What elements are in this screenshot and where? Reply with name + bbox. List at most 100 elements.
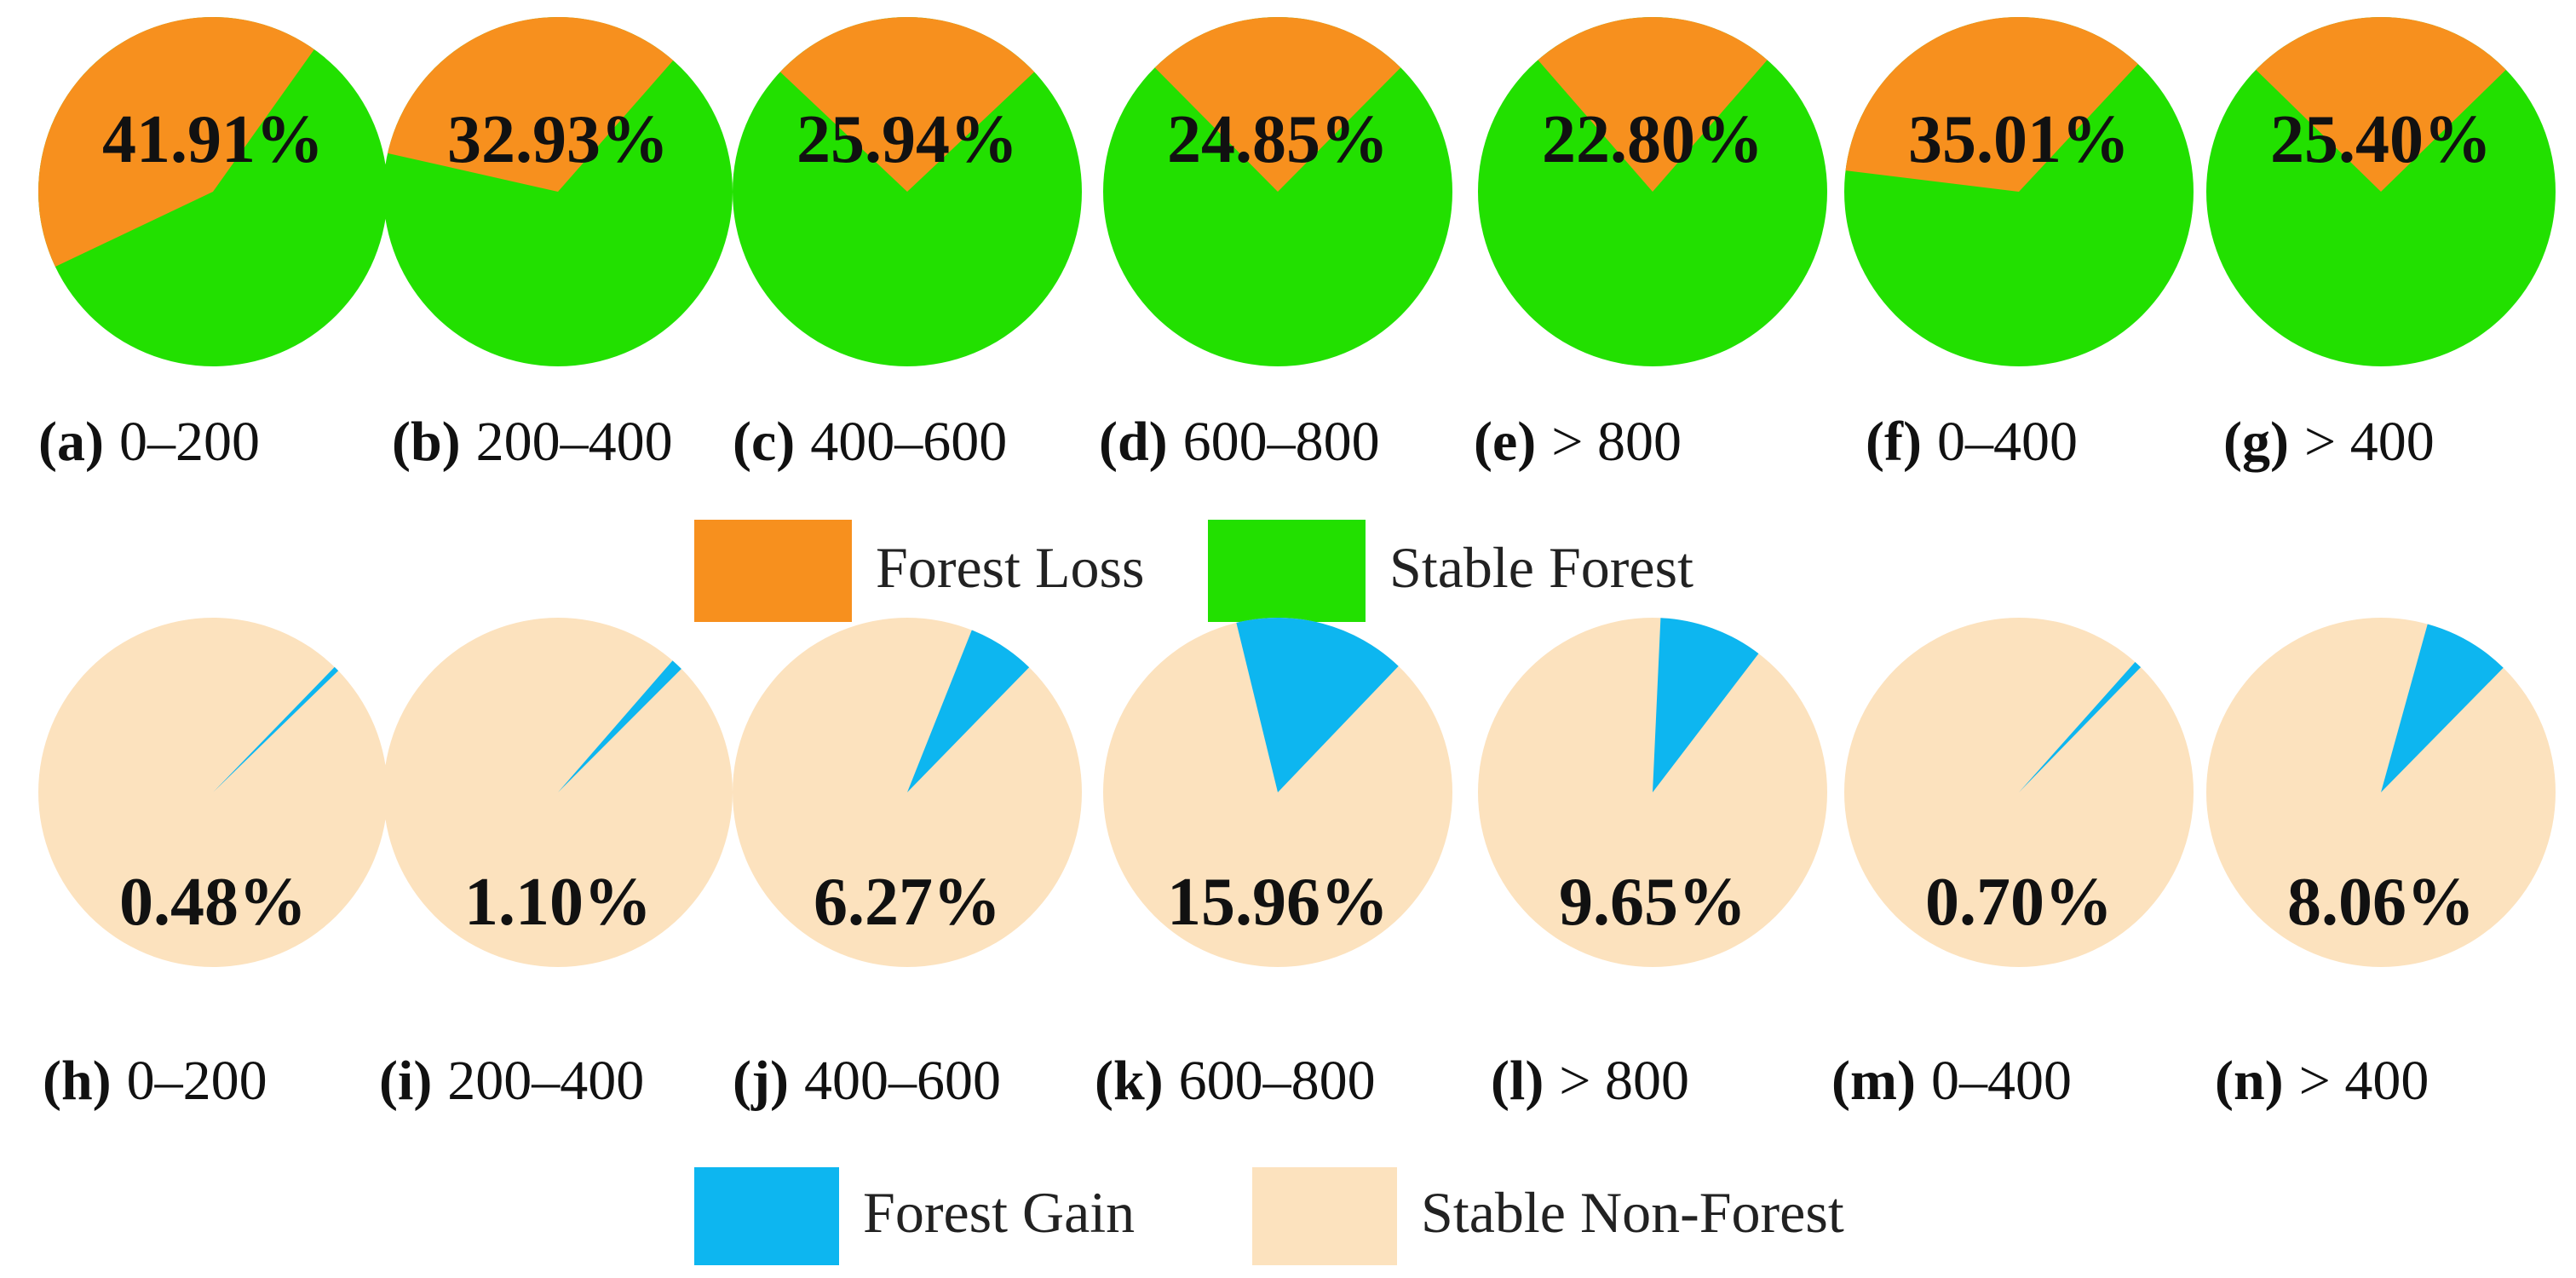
pie-f: 35.01% (f) 0–400 <box>1844 17 2194 473</box>
legend-label: Stable Non-Forest <box>1421 1180 1844 1245</box>
pie-range: 400–600 <box>804 1050 1001 1112</box>
pie-letter: (g) <box>2223 411 2289 473</box>
legend-label: Forest Gain <box>863 1180 1135 1245</box>
legend-swatch <box>694 1167 839 1265</box>
pie-d: 24.85% (d) 600–800 <box>1099 17 1452 473</box>
non-forest-change-legend: Forest Gain Stable Non-Forest <box>694 1167 1844 1265</box>
pie-highlight-slice <box>388 17 674 192</box>
legend-item-forest-gain: Forest Gain <box>694 1167 1135 1265</box>
legend-label: Forest Loss <box>876 535 1144 600</box>
pie-category-label: (i) 200–400 <box>379 1050 644 1112</box>
pie-category-label: (m) 0–400 <box>1831 1050 2072 1112</box>
pie-letter: (l) <box>1491 1050 1544 1112</box>
pie-percent-label: 6.27% <box>814 865 1001 940</box>
pie-i: 1.10% (i) 200–400 <box>379 618 733 1112</box>
pie-range: > 400 <box>2299 1050 2429 1112</box>
pie-highlight-slice <box>213 666 339 792</box>
pie-percent-label: 0.70% <box>1925 865 2113 940</box>
pie-highlight-slice <box>2381 624 2504 792</box>
non-forest-change-row: 0.48% (h) 0–200 1.10% (i) 200–400 6.27% (j) 400–… <box>38 618 2556 1112</box>
pie-category-label: (j) 400–600 <box>733 1050 1001 1112</box>
pie-g: 25.40% (g) > 400 <box>2206 17 2556 473</box>
pie-percent-label: 24.85% <box>1167 102 1389 177</box>
pie-highlight-slice <box>779 17 1035 192</box>
pie-letter: (a) <box>38 411 104 473</box>
pie-percent-label: 32.93% <box>447 102 669 177</box>
pie-category-label: (d) 600–800 <box>1099 411 1380 473</box>
pie-category-label: (g) > 400 <box>2223 411 2435 473</box>
pie-letter: (d) <box>1099 411 1168 473</box>
pie-category-label: (c) 400–600 <box>733 411 1007 473</box>
pie-range: 0–400 <box>1931 1050 2072 1112</box>
pie-letter: (k) <box>1095 1050 1164 1112</box>
pie-range: 0–400 <box>1937 411 2078 473</box>
pie-category-label: (l) > 800 <box>1491 1050 1689 1112</box>
pie-range: 0–200 <box>127 1050 267 1112</box>
pie-range: 400–600 <box>810 411 1007 473</box>
pie-highlight-slice <box>907 630 1030 792</box>
pie-a: 41.91% (a) 0–200 <box>37 17 388 473</box>
pie-n: 8.06% (n) > 400 <box>2206 618 2556 1112</box>
pie-e: 22.80% (e) > 800 <box>1474 17 1827 473</box>
pie-range: 600–800 <box>1183 411 1380 473</box>
pie-percent-label: 35.01% <box>1908 102 2130 177</box>
pie-range: 0–200 <box>119 411 260 473</box>
pie-percent-label: 25.94% <box>796 102 1018 177</box>
pie-highlight-slice <box>1653 618 1759 792</box>
pie-letter: (b) <box>392 411 461 473</box>
pie-letter: (n) <box>2215 1050 2284 1112</box>
pie-letter: (e) <box>1474 411 1536 473</box>
pie-c: 25.94% (c) 400–600 <box>733 17 1082 473</box>
pie-highlight-slice <box>1845 17 2138 192</box>
pie-range: 200–400 <box>476 411 673 473</box>
forest-change-legend: Forest Loss Stable Forest <box>694 520 1693 622</box>
legend-item-forest-loss: Forest Loss <box>694 520 1144 622</box>
legend-swatch <box>694 520 852 622</box>
pie-j: 6.27% (j) 400–600 <box>733 618 1082 1112</box>
legend-label: Stable Forest <box>1389 535 1693 600</box>
pie-b: 32.93% (b) 200–400 <box>383 17 733 473</box>
pie-percent-label: 41.91% <box>102 102 324 177</box>
pie-highlight-slice <box>558 660 681 792</box>
pie-highlight-slice <box>37 17 314 268</box>
pie-highlight-slice <box>1154 17 1401 193</box>
legend-swatch <box>1208 520 1366 622</box>
legend-swatch <box>1252 1167 1397 1265</box>
pie-category-label: (f) 0–400 <box>1866 411 2078 473</box>
pie-highlight-slice <box>2256 17 2506 192</box>
pie-category-label: (h) 0–200 <box>43 1050 267 1112</box>
legend-item-stable-forest: Stable Forest <box>1208 520 1693 622</box>
pie-letter: (h) <box>43 1050 112 1112</box>
pie-percent-label: 0.48% <box>119 865 307 940</box>
pie-highlight-slice <box>1236 618 1399 792</box>
pie-category-label: (e) > 800 <box>1474 411 1682 473</box>
pie-range: > 800 <box>1551 411 1682 473</box>
pie-k: 15.96% (k) 600–800 <box>1095 618 1452 1112</box>
pie-percent-label: 1.10% <box>464 865 652 940</box>
pie-range: > 400 <box>2304 411 2435 473</box>
pie-l: 9.65% (l) > 800 <box>1478 618 1827 1112</box>
pie-highlight-slice <box>1538 17 1768 192</box>
pie-percent-label: 15.96% <box>1167 865 1389 940</box>
pie-range: 200–400 <box>447 1050 644 1112</box>
pie-letter: (f) <box>1866 411 1922 473</box>
pie-percent-label: 9.65% <box>1559 865 1746 940</box>
pie-category-label: (a) 0–200 <box>38 411 260 473</box>
pie-percent-label: 8.06% <box>2287 865 2475 940</box>
pie-letter: (m) <box>1831 1050 1916 1112</box>
pie-h: 0.48% (h) 0–200 <box>38 618 388 1112</box>
pie-category-label: (k) 600–800 <box>1095 1050 1376 1112</box>
pie-range: > 800 <box>1559 1050 1689 1112</box>
pie-category-label: (n) > 400 <box>2215 1050 2429 1112</box>
pie-range: 600–800 <box>1179 1050 1376 1112</box>
pie-percent-label: 22.80% <box>1542 102 1763 177</box>
pie-letter: (c) <box>733 411 795 473</box>
pie-percent-label: 25.40% <box>2270 102 2492 177</box>
pie-highlight-slice <box>2019 662 2142 792</box>
pie-m: 0.70% (m) 0–400 <box>1831 618 2194 1112</box>
legend-item-stable-non-forest: Stable Non-Forest <box>1252 1167 1844 1265</box>
pie-letter: (j) <box>733 1050 789 1112</box>
pie-category-label: (b) 200–400 <box>392 411 673 473</box>
